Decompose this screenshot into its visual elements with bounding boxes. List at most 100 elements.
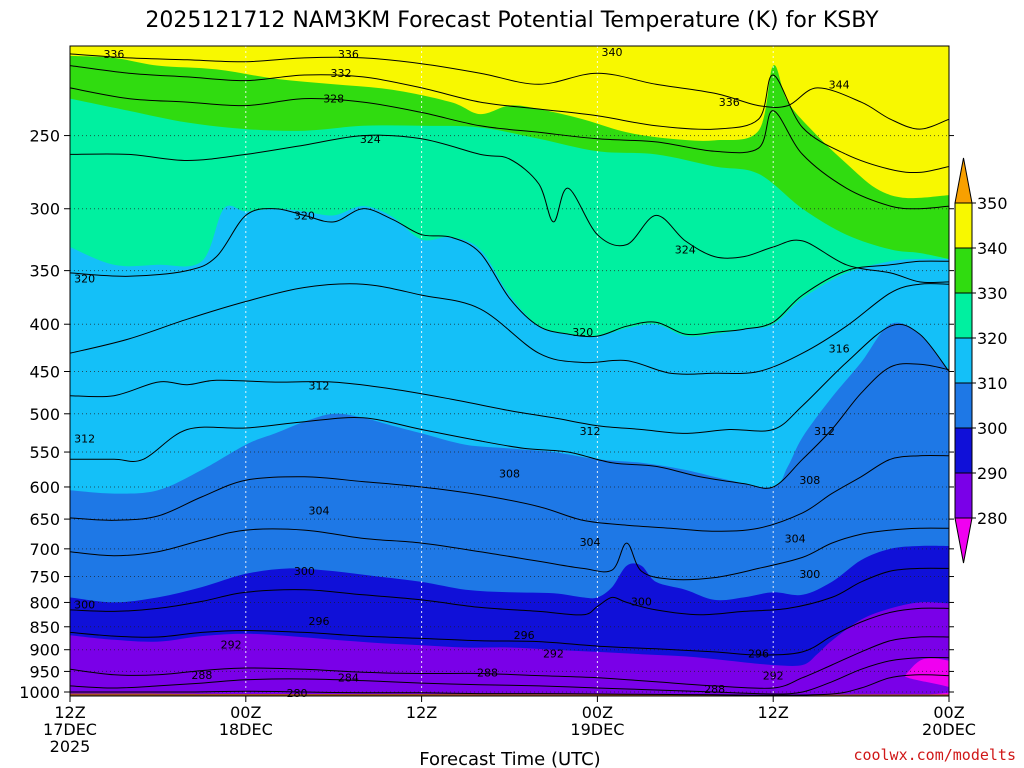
contour-label: 288 [704, 683, 725, 696]
x-tick-label: 00Z [230, 703, 261, 722]
contour-label: 292 [763, 670, 784, 683]
contour-label: 344 [829, 78, 850, 91]
contour-label: 336 [338, 48, 359, 61]
colorbar-segment [954, 202, 973, 249]
contour-label: 316 [829, 343, 850, 356]
plot-area: 336 336 332 328 324 340 336 344 320 320 324 320 316 3… [69, 45, 950, 700]
contour-label: 312 [814, 425, 835, 438]
colorbar-label: 280 [977, 509, 1008, 528]
contour-line-312 [70, 323, 949, 434]
contour-line-324 [70, 134, 949, 284]
contour-line-328 [70, 87, 949, 210]
contour-label: 336 [103, 48, 124, 61]
contour-label: 328 [323, 93, 344, 106]
contour-lines [70, 53, 949, 696]
filled-contour-zones [70, 46, 949, 696]
y-tick-label: 850 [29, 618, 60, 637]
contour-label: 284 [338, 672, 359, 685]
contour-label: 300 [799, 568, 820, 581]
x-tick-label: 18DEC [219, 720, 273, 739]
colorbar-segment [954, 382, 973, 429]
contour-label: 304 [309, 504, 330, 517]
y-tick-label: 300 [29, 200, 60, 219]
x-tick-label: 12Z [406, 703, 437, 722]
y-axis: 250 300 350 400 450 500 550 600 650 700 750 800 850 9… [19, 127, 954, 702]
colorbar-label: 320 [977, 329, 1008, 348]
contour-label: 304 [785, 532, 806, 545]
contour-labels: 336 336 332 328 324 340 336 344 320 320 324 320 316 3… [74, 46, 849, 700]
x-tick-label: 00Z [933, 703, 964, 722]
colorbar-label: 330 [977, 284, 1008, 303]
contour-line-336 [70, 53, 949, 130]
x-tick-label: 20DEC [922, 720, 976, 739]
contour-line-296 [70, 567, 949, 616]
contour-label: 280 [287, 687, 308, 700]
contour-line-300 [70, 527, 949, 581]
x-tick-label: 2025 [50, 737, 91, 756]
x-tick-label: 12Z [54, 703, 85, 722]
zone-fill-280 [70, 602, 949, 696]
contour-label: 292 [221, 638, 242, 651]
contour-label: 312 [74, 433, 95, 446]
colorbar-label: 300 [977, 419, 1008, 438]
contour-line-316 [70, 283, 949, 375]
x-tick-label: 00Z [582, 703, 613, 722]
colorbar-label: 290 [977, 464, 1008, 483]
credit-text: coolwx.com/modelts [853, 746, 1016, 764]
contour-label: 308 [499, 467, 520, 480]
contour-line-308 [70, 363, 949, 489]
contour-label: 320 [74, 273, 95, 286]
y-tick-label: 450 [29, 362, 60, 381]
contour-label: 296 [748, 647, 769, 660]
contour-label: 320 [294, 209, 315, 222]
colorbar-segment [954, 472, 973, 519]
y-tick-label: 550 [29, 443, 60, 462]
x-tick-label: 19DEC [570, 720, 624, 739]
contour-line-320 [70, 208, 949, 338]
colorbar-segment [954, 247, 973, 294]
contour-label: 324 [675, 243, 696, 256]
contour-line-284 [70, 656, 949, 695]
contour-line-332 [70, 65, 949, 174]
contour-line-304 [70, 454, 949, 532]
y-tick-label: 950 [29, 662, 60, 681]
contour-line-280 [70, 674, 949, 696]
contour-label: 288 [191, 669, 212, 682]
y-tick-label: 1000 [19, 683, 60, 702]
contour-label: 304 [580, 536, 601, 549]
colorbar-segment [954, 427, 973, 474]
contour-label: 288 [477, 667, 498, 680]
y-tick-label: 400 [29, 315, 60, 334]
contour-label: 300 [74, 598, 95, 611]
y-tick-label: 800 [29, 593, 60, 612]
y-tick-label: 250 [29, 127, 60, 146]
contour-label: 340 [602, 46, 623, 59]
y-tick-label: 700 [29, 540, 60, 559]
colorbar-over-arrow [954, 157, 973, 204]
contour-label: 320 [572, 326, 593, 339]
contour-label: 296 [514, 629, 535, 642]
y-tick-label: 500 [29, 405, 60, 424]
contour-label: 300 [631, 595, 652, 608]
contour-label: 296 [309, 615, 330, 628]
y-tick-label: 600 [29, 478, 60, 497]
contour-label: 292 [543, 648, 564, 661]
y-tick-label: 750 [29, 568, 60, 587]
contour-label: 336 [719, 96, 740, 109]
grid-lines [70, 46, 949, 696]
colorbar-label: 340 [977, 239, 1008, 258]
y-tick-label: 350 [29, 262, 60, 281]
colorbar-segment [954, 292, 973, 339]
colorbar-under-arrow [954, 517, 973, 564]
x-tick-label: 17DEC [43, 720, 97, 739]
contour-label: 332 [331, 67, 352, 80]
y-tick-label: 900 [29, 641, 60, 660]
colorbar-label: 350 [977, 194, 1008, 213]
colorbar-label: 310 [977, 374, 1008, 393]
contour-label: 300 [294, 565, 315, 578]
contour-line-292 [70, 607, 949, 656]
x-tick-label: 12Z [758, 703, 789, 722]
contour-label: 324 [360, 133, 381, 146]
